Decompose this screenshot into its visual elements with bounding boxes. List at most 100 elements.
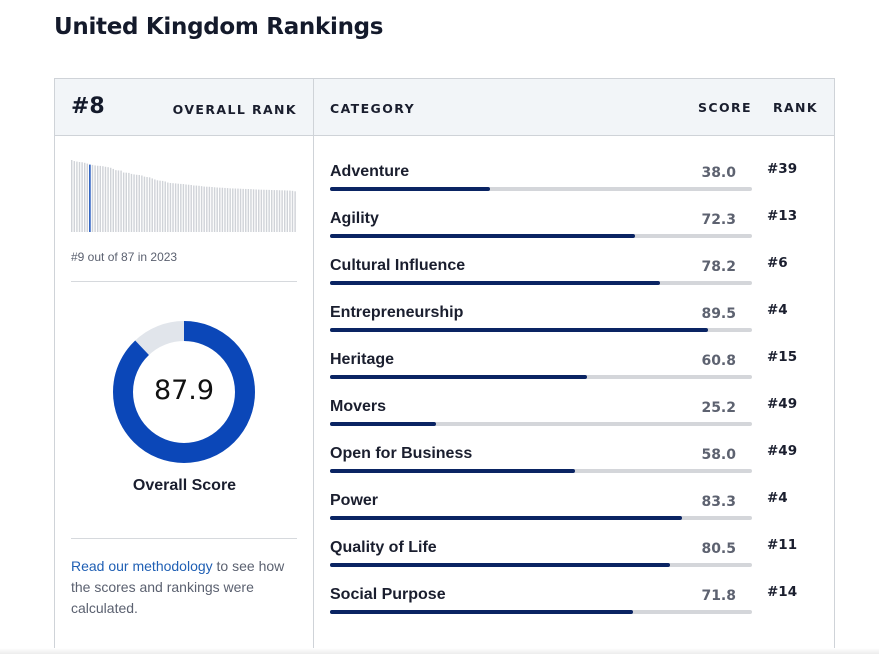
category-name: Adventure xyxy=(330,163,410,180)
score-bar-fill xyxy=(330,610,633,614)
category-rank: #6 xyxy=(767,255,788,271)
rankings-card: #8 OVERALL RANK #9 out of 87 in 2023 87.… xyxy=(54,78,835,654)
methodology-link[interactable]: Read our methodology xyxy=(71,558,213,574)
rank-bar xyxy=(102,166,104,232)
score-bar-track xyxy=(330,187,752,191)
score-bar-fill xyxy=(330,234,636,238)
rank-bar xyxy=(169,182,172,232)
rank-bar xyxy=(159,180,161,232)
category-score: 72.3 xyxy=(701,212,736,228)
score-bar-track xyxy=(330,375,752,379)
rank-bar xyxy=(99,165,101,232)
category-panel: CATEGORY SCORE RANK Adventure 38.0 #39 Agil… xyxy=(314,79,834,654)
rank-bar xyxy=(156,180,159,232)
category-score: 71.8 xyxy=(701,588,736,604)
rank-bar xyxy=(180,183,182,232)
rank-bar xyxy=(122,172,125,232)
rank-bar xyxy=(164,181,166,232)
rank-bar xyxy=(271,190,273,232)
rank-bar xyxy=(81,162,83,232)
score-bar-fill xyxy=(330,281,660,285)
category-name: Social Purpose xyxy=(330,586,446,603)
rank-bar xyxy=(273,190,276,232)
category-rank: #4 xyxy=(767,490,788,506)
divider xyxy=(71,538,297,539)
rank-bar xyxy=(281,190,283,232)
column-header-category: CATEGORY xyxy=(330,101,416,116)
rank-bar xyxy=(195,185,198,232)
rank-bar xyxy=(250,189,252,232)
rank-bar xyxy=(112,168,114,232)
rank-bar xyxy=(78,162,81,232)
score-bar-track xyxy=(330,516,752,520)
overall-score-label: Overall Score xyxy=(132,477,237,494)
rank-bar xyxy=(96,165,99,232)
rank-bar xyxy=(252,189,255,232)
score-bar-fill xyxy=(330,516,682,520)
page-title: United Kingdom Rankings xyxy=(54,14,384,40)
donut-score-arc xyxy=(113,321,255,463)
rank-bar xyxy=(177,183,179,232)
category-rank: #49 xyxy=(767,443,798,459)
rank-bar xyxy=(154,179,156,232)
rank-bar xyxy=(255,189,257,232)
rank-bar xyxy=(221,187,224,232)
category-row: Entrepreneurship 89.5 #4 xyxy=(330,302,818,349)
rank-bar xyxy=(219,187,221,232)
rank-bar xyxy=(237,188,239,232)
category-name: Open for Business xyxy=(330,445,473,462)
rank-bar xyxy=(182,184,185,232)
rank-bar xyxy=(120,170,122,232)
rank-distribution-chart xyxy=(71,160,296,232)
rank-bar xyxy=(167,182,169,232)
rank-bar xyxy=(198,185,200,232)
score-bar-fill xyxy=(330,328,708,332)
overall-score-value: 87.9 xyxy=(153,375,215,406)
rank-bar xyxy=(104,166,107,232)
score-bar-track xyxy=(330,328,752,332)
category-name: Movers xyxy=(330,398,387,415)
category-score: 89.5 xyxy=(701,306,736,322)
score-bar-fill xyxy=(330,375,587,379)
column-header-score: SCORE xyxy=(698,100,752,115)
score-bar-fill xyxy=(330,563,670,567)
rank-bar xyxy=(265,189,268,232)
category-row: Adventure 38.0 #39 xyxy=(330,161,818,208)
rank-bar xyxy=(109,167,112,232)
rank-bar xyxy=(143,176,146,232)
score-bar-track xyxy=(330,234,752,238)
category-score: 58.0 xyxy=(701,447,736,463)
rank-bar xyxy=(135,174,138,232)
rank-bar xyxy=(226,188,229,232)
category-name: Heritage xyxy=(330,351,395,368)
rank-bar xyxy=(258,189,260,232)
category-score: 80.5 xyxy=(701,541,736,557)
rank-bar xyxy=(234,188,237,232)
rank-bar xyxy=(216,187,218,232)
overall-panel: #8 OVERALL RANK #9 out of 87 in 2023 87.… xyxy=(55,79,314,654)
rank-bar xyxy=(203,186,205,232)
rank-bar xyxy=(125,172,127,232)
score-bar-track xyxy=(330,281,752,285)
category-rank: #49 xyxy=(767,396,798,412)
category-row: Open for Business 58.0 #49 xyxy=(330,443,818,490)
rank-bar xyxy=(276,190,278,232)
rank-bar xyxy=(224,187,226,232)
category-score: 60.8 xyxy=(701,353,736,369)
score-bar-fill xyxy=(330,187,491,191)
rank-bar xyxy=(187,184,190,232)
rank-bar xyxy=(291,190,294,232)
rank-bar xyxy=(242,188,244,232)
rank-bar xyxy=(94,165,96,232)
category-rank: #11 xyxy=(767,537,798,553)
rank-bar xyxy=(107,167,109,232)
score-bar-fill xyxy=(330,469,575,473)
rank-bar xyxy=(286,190,289,232)
rank-bar xyxy=(130,173,133,232)
category-score: 78.2 xyxy=(701,259,736,275)
rank-bar xyxy=(151,178,153,232)
rank-bar xyxy=(76,161,78,232)
rank-bar xyxy=(229,188,231,232)
overall-header: #8 OVERALL RANK xyxy=(55,79,313,136)
rank-bar xyxy=(268,189,270,232)
